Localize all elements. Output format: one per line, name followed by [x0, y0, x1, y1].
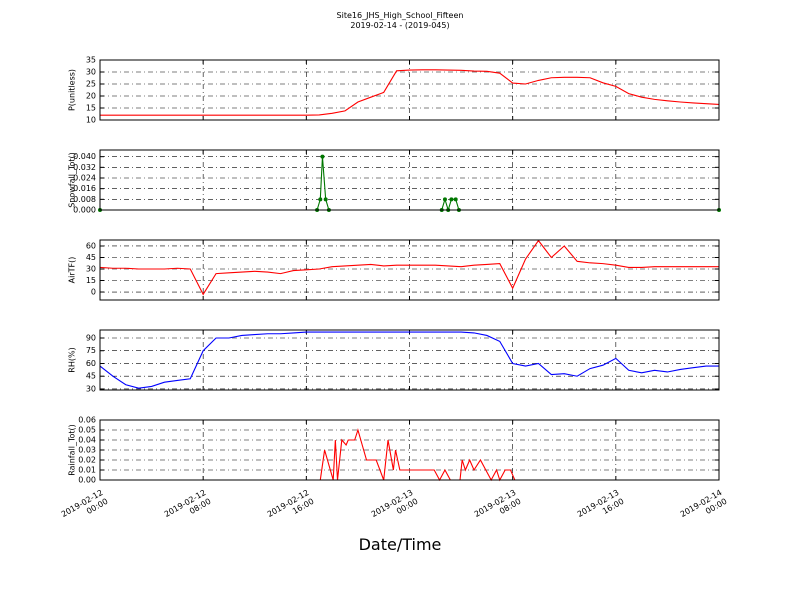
y-tick-label: 0.04	[78, 436, 96, 445]
y-axis-label: Snowfall_Tot()	[68, 152, 77, 208]
y-tick-label: 45	[86, 253, 96, 262]
y-tick-label: 15	[86, 104, 96, 113]
data-line	[100, 428, 719, 482]
data-point	[320, 154, 325, 159]
data-point	[442, 197, 447, 202]
y-axis-label: Rainfall_Tot()	[68, 424, 77, 476]
y-tick-label: 20	[86, 92, 96, 101]
data-point	[318, 197, 323, 202]
y-tick-label: 35	[86, 56, 96, 65]
y-tick-label: 0.016	[73, 184, 96, 193]
y-tick-label: 0	[91, 288, 96, 297]
y-tick-label: 30	[86, 265, 96, 274]
y-tick-label: 0.05	[78, 426, 96, 435]
y-tick-label: 0.00	[78, 476, 96, 485]
y-axis-label: AirTF()	[68, 257, 77, 284]
plot-frame	[99, 329, 720, 391]
y-tick-label: 15	[86, 276, 96, 285]
title: Site16_JHS_High_School_Fifteen	[336, 11, 464, 20]
y-tick-label: 75	[86, 346, 96, 355]
data-line	[100, 69, 720, 116]
data-line	[99, 239, 719, 296]
data-point	[323, 197, 328, 202]
y-tick-label: 0.02	[78, 456, 96, 465]
y-tick-label: 0.01	[78, 466, 96, 475]
plot-frame	[99, 149, 720, 211]
y-tick-label: 25	[86, 80, 96, 89]
y-tick-label: 0.008	[73, 195, 96, 204]
y-tick-label: 0.040	[73, 152, 96, 161]
y-tick-label: 60	[86, 359, 96, 368]
y-axis-label: P(unitless)	[68, 69, 77, 111]
y-tick-label: 0.032	[73, 163, 96, 172]
plot-frame	[99, 419, 720, 481]
y-tick-label: 10	[86, 116, 96, 125]
y-tick-label: 0.000	[73, 206, 96, 215]
data-point	[453, 197, 458, 202]
y-tick-label: 0.024	[73, 174, 96, 183]
subtitle: 2019-02-14 - (2019-045)	[350, 21, 450, 30]
y-tick-label: 60	[86, 241, 96, 250]
y-tick-label: 0.03	[78, 446, 96, 455]
plot-frame	[99, 239, 720, 301]
y-tick-label: 0.06	[78, 416, 96, 425]
plot-frame	[99, 59, 720, 121]
y-tick-label: 30	[86, 384, 96, 393]
y-tick-label: 90	[86, 333, 96, 342]
y-tick-label: 45	[86, 372, 96, 381]
data-line	[99, 331, 719, 389]
data-point	[449, 197, 454, 202]
y-axis-label: RH(%)	[68, 347, 77, 372]
x-axis-label: Date/Time	[358, 535, 442, 554]
y-tick-label: 30	[86, 68, 96, 77]
